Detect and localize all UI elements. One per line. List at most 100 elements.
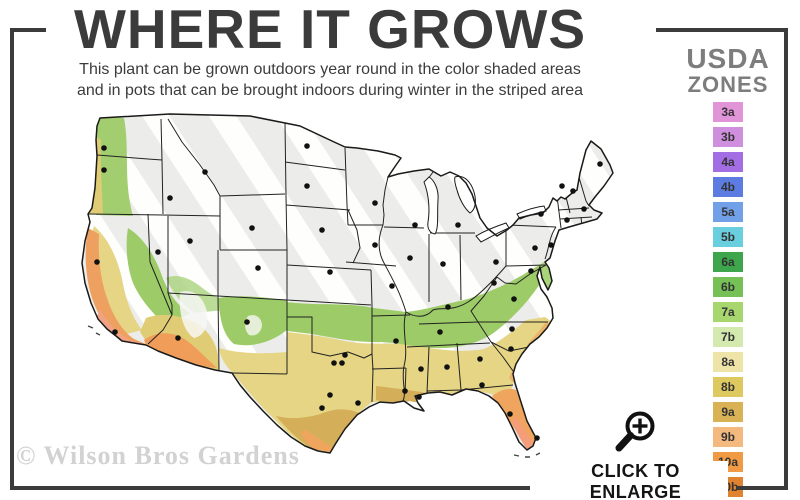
city-dot <box>444 364 450 370</box>
city-dot <box>532 245 538 251</box>
click-to-enlarge-button[interactable]: CLICK TO ENLARGE <box>543 404 728 500</box>
state-border <box>219 193 286 197</box>
city-dot <box>418 366 424 372</box>
state-border <box>496 264 547 285</box>
subtitle-line-2: and in pots that can be brought indoors … <box>76 82 584 99</box>
state-border <box>344 147 349 226</box>
state-border <box>284 122 288 251</box>
city-dot <box>155 249 161 255</box>
great-lake <box>423 176 439 235</box>
state-border <box>370 269 374 403</box>
zone-chip-list: 3a 3b 4a 4b 5a 5b 6a 6b 7a 7b 8a 8b 9a 9b 10a 10b <box>682 102 774 497</box>
header: WHERE IT GROWS This plant can be grown o… <box>14 0 646 101</box>
zone-chip-4a: 4a <box>713 152 743 172</box>
city-dot <box>511 296 517 302</box>
state-border <box>347 209 361 264</box>
zone-chip-6a: 6a <box>713 252 743 272</box>
city-dot <box>534 435 540 441</box>
state-border <box>565 196 571 214</box>
state-border <box>285 204 351 211</box>
islet <box>87 325 94 329</box>
city-dot <box>342 352 348 358</box>
page-title: WHERE IT GROWS <box>73 0 587 60</box>
zone-region-texas-tip-orange <box>301 430 333 452</box>
city-dot <box>508 346 514 352</box>
state-border <box>577 173 590 207</box>
zone-chip-7b: 7b <box>713 327 743 347</box>
city-dot <box>112 329 118 335</box>
state-border <box>382 176 389 226</box>
zone-region-new-mexico-south-yellow <box>219 348 287 374</box>
city-dot <box>570 188 576 194</box>
legend-title-zones: ZONES <box>687 72 769 97</box>
state-border <box>231 372 288 375</box>
city-dot <box>538 211 544 217</box>
watermark: © Wilson Bros Gardens <box>16 441 300 470</box>
city-dot <box>412 222 418 228</box>
state-border <box>456 342 462 391</box>
city-dot <box>528 268 534 274</box>
city-dot <box>255 265 261 271</box>
zone-chip-9b: 9b <box>713 427 743 447</box>
city-dot <box>319 227 325 233</box>
subtitle-line-1: This plant can be grown outdoors year ro… <box>79 61 581 78</box>
magnifier-plus-icon[interactable] <box>610 404 662 454</box>
city-dot <box>440 261 446 267</box>
city-dot <box>202 169 208 175</box>
city-dot <box>355 400 361 406</box>
frame-top-right <box>656 28 788 32</box>
frame-left <box>10 28 14 490</box>
city-dot <box>416 394 422 400</box>
great-lake <box>454 175 476 214</box>
city-dot <box>445 304 451 310</box>
state-border <box>147 213 173 316</box>
city-dot <box>393 338 399 344</box>
state-border <box>371 314 411 317</box>
state-border <box>490 341 514 372</box>
zone-chip-5a: 5a <box>713 202 743 222</box>
subtitle: This plant can be grown outdoors year ro… <box>14 59 646 101</box>
zone-region-arizona-orange <box>144 333 217 368</box>
state-border <box>160 118 164 215</box>
city-dot <box>319 405 325 411</box>
city-dot <box>249 225 255 231</box>
zone-chip-9a: 9a <box>713 402 743 422</box>
city-dot <box>244 319 250 325</box>
city-dot <box>491 280 497 286</box>
city-dot <box>304 183 310 189</box>
state-border <box>371 367 407 370</box>
zone-chip-6b: 6b <box>713 277 743 297</box>
state-border <box>507 224 557 228</box>
city-dot <box>101 167 107 173</box>
zone-region-high-desert-white <box>179 291 208 338</box>
enlarge-label[interactable]: CLICK TO ENLARGE <box>543 461 728 500</box>
frame-right <box>784 28 788 490</box>
state-border <box>477 321 492 343</box>
city-dot <box>564 217 570 223</box>
city-dot <box>581 206 587 212</box>
city-dot <box>559 183 565 189</box>
state-border <box>383 226 425 229</box>
state-border <box>406 342 491 348</box>
usda-zones-legend: USDA ZONES 3a 3b 4a 4b 5a 5b 6a 6b 7a 7b 8a 8b 9a 9b 1… <box>682 44 774 497</box>
city-dot <box>509 326 515 332</box>
state-border <box>505 264 547 267</box>
city-dot <box>339 360 345 366</box>
state-border <box>286 264 372 271</box>
zone-chip-3a: 3a <box>713 102 743 122</box>
city-dot <box>402 388 408 394</box>
state-border <box>167 118 221 197</box>
zone-chip-8a: 8a <box>713 352 743 372</box>
zone-region-nm-mountain-white <box>245 315 262 336</box>
state-border <box>167 292 173 315</box>
zone-chip-4b: 4b <box>713 177 743 197</box>
city-dot <box>507 411 513 417</box>
zone-chip-5b: 5b <box>713 227 743 247</box>
city-dot <box>327 392 333 398</box>
state-border <box>345 261 397 267</box>
state-border <box>426 384 514 392</box>
city-dot <box>437 329 443 335</box>
zone-region-transition-green-band <box>287 260 552 349</box>
